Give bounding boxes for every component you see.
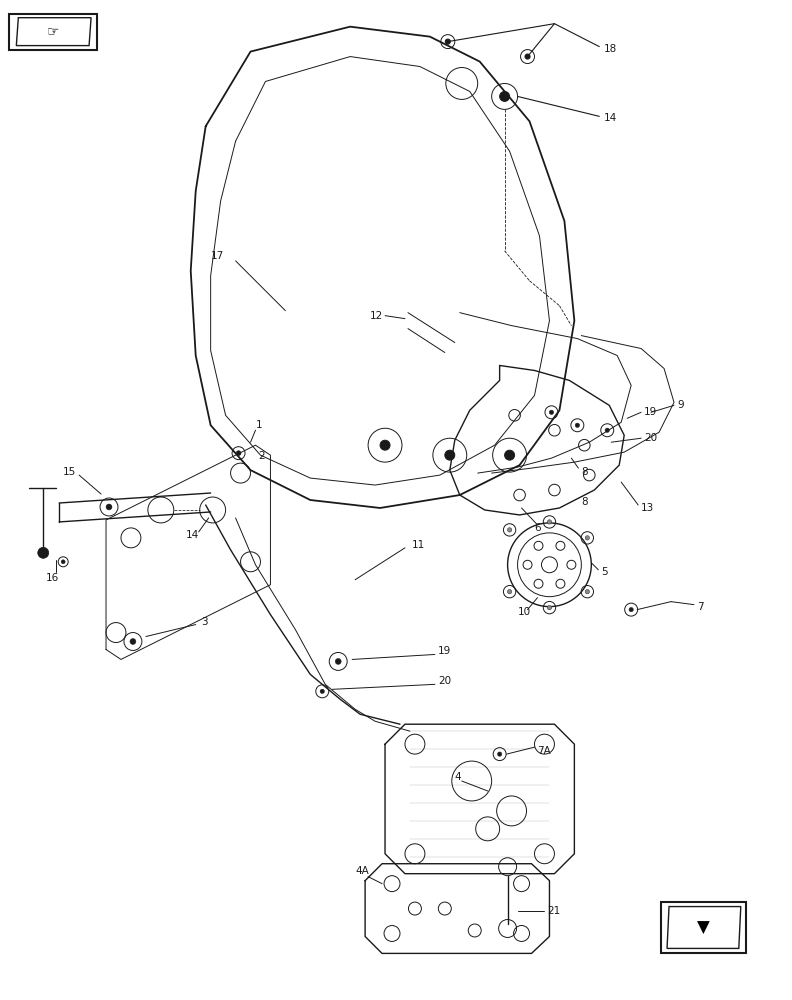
- Circle shape: [500, 91, 509, 101]
- Circle shape: [550, 410, 554, 415]
- Text: 10: 10: [518, 607, 531, 617]
- Text: 14: 14: [604, 113, 618, 123]
- Text: 9: 9: [677, 400, 683, 410]
- FancyBboxPatch shape: [661, 902, 746, 953]
- Circle shape: [575, 423, 580, 427]
- Circle shape: [445, 39, 451, 44]
- Text: 14: 14: [186, 530, 199, 540]
- Circle shape: [61, 560, 65, 564]
- Text: 12: 12: [370, 311, 383, 321]
- Circle shape: [585, 589, 589, 594]
- Circle shape: [605, 428, 610, 432]
- Text: ☞: ☞: [47, 25, 59, 39]
- Circle shape: [335, 658, 341, 664]
- Text: 13: 13: [642, 503, 654, 513]
- Circle shape: [547, 605, 552, 610]
- Circle shape: [236, 451, 241, 456]
- Text: ▼: ▼: [696, 918, 710, 936]
- Circle shape: [505, 450, 515, 460]
- Text: 20: 20: [438, 676, 451, 686]
- Text: 16: 16: [46, 573, 59, 583]
- Circle shape: [38, 547, 49, 558]
- Text: 7: 7: [697, 602, 703, 612]
- Circle shape: [525, 54, 530, 59]
- Circle shape: [547, 520, 552, 524]
- Text: 7A: 7A: [538, 746, 551, 756]
- Text: 4A: 4A: [355, 866, 369, 876]
- Text: 8: 8: [581, 497, 588, 507]
- Circle shape: [585, 536, 589, 540]
- Circle shape: [508, 528, 512, 532]
- Text: 5: 5: [601, 567, 608, 577]
- Circle shape: [497, 752, 502, 756]
- Circle shape: [629, 607, 634, 612]
- Polygon shape: [667, 907, 741, 948]
- Text: 17: 17: [211, 251, 224, 261]
- Text: 19: 19: [644, 407, 657, 417]
- Text: 11: 11: [412, 540, 425, 550]
- Circle shape: [445, 450, 455, 460]
- Text: 21: 21: [547, 906, 561, 916]
- Circle shape: [106, 504, 112, 510]
- Text: 3: 3: [200, 617, 208, 627]
- Text: 19: 19: [438, 646, 451, 656]
- Circle shape: [320, 689, 325, 694]
- Circle shape: [380, 440, 390, 450]
- Polygon shape: [17, 18, 91, 46]
- Text: 6: 6: [535, 523, 541, 533]
- Circle shape: [130, 639, 136, 644]
- Circle shape: [508, 589, 512, 594]
- Text: 2: 2: [258, 451, 265, 461]
- Text: 4: 4: [455, 772, 462, 782]
- Text: 20: 20: [644, 433, 657, 443]
- Text: 18: 18: [604, 44, 618, 54]
- Text: 1: 1: [256, 420, 262, 430]
- Text: 8: 8: [581, 467, 588, 477]
- Text: 15: 15: [63, 467, 76, 477]
- FancyBboxPatch shape: [10, 14, 97, 50]
